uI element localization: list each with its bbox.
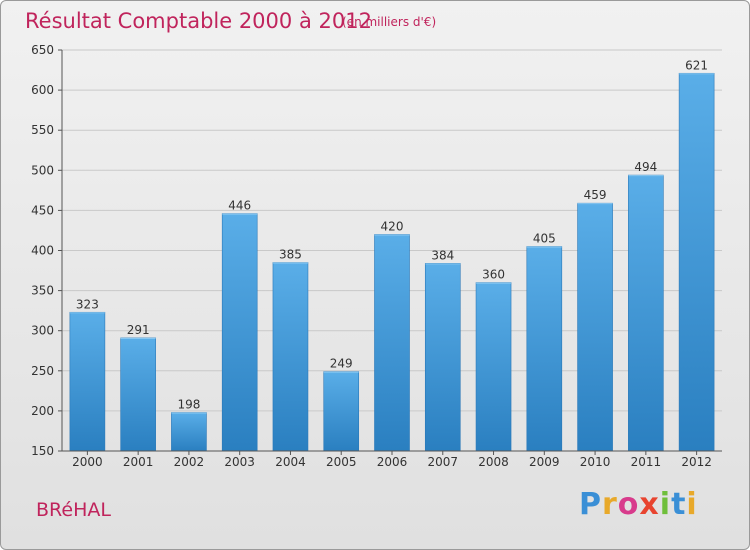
bar-2006 [374,234,410,452]
bar-value-label: 405 [533,231,556,245]
bar-value-label: 446 [228,199,251,213]
x-tick-label: 2003 [224,455,255,469]
y-tick-label: 150 [31,444,54,458]
y-tick-label: 600 [31,83,54,97]
bar-2012 [678,72,715,452]
y-tick-label: 450 [31,203,54,217]
bar-value-label: 384 [431,248,454,262]
x-tick-label: 2002 [174,455,205,469]
x-tick-label: 2001 [123,455,154,469]
x-tick-label: 2006 [377,455,408,469]
proxiti-logo: Proxiti [579,487,698,522]
bar-value-label: 249 [330,357,353,371]
bar-2000 [69,311,106,452]
y-tick-label: 300 [31,324,54,338]
chart-subtitle: (en milliers d'€) [342,15,436,29]
bar-value-label: 459 [584,188,607,202]
bar-2010 [577,202,613,452]
x-tick-label: 2008 [478,455,509,469]
x-tick-label: 2000 [72,455,103,469]
y-tick-label: 350 [31,284,54,298]
chart-title: Résultat Comptable 2000 à 2012 [25,9,372,33]
bar-value-label: 360 [482,268,505,282]
x-tick-label: 2004 [275,455,306,469]
logo-letter: i [686,487,698,522]
x-tick-label: 2011 [631,455,662,469]
bar-value-label: 494 [634,160,657,174]
bars: 323 291 198 446 385 249 420 384 360 405 459 494 621 [69,58,715,452]
bar-2007 [424,263,461,452]
y-tick-label: 650 [31,43,54,57]
y-tick-label: 200 [31,404,54,418]
bar-2011 [628,174,664,452]
bar-2009 [526,246,563,452]
logo-letter: P [579,487,602,522]
logo-letter: x [639,487,660,522]
bar-2008 [475,282,512,452]
x-tick-label: 2012 [681,455,712,469]
bar-value-label: 291 [127,323,150,337]
bar-2001 [120,337,156,452]
bar-2002 [171,412,207,452]
bar-value-label: 621 [685,58,708,72]
y-tick-label: 550 [31,123,54,137]
y-tick-label: 250 [31,364,54,378]
x-tick-label: 2007 [427,455,458,469]
axes: 150 200 250 300 350 400 450 500 550 600 650 2000 200… [31,43,722,469]
bar-value-label: 323 [76,297,99,311]
bar-2004 [272,262,309,452]
logo-letter: r [602,487,618,522]
commune-name: BRéHAL [36,499,111,521]
logo-letter: o [617,487,640,522]
bar-value-label: 385 [279,248,302,262]
x-tick-label: 2009 [529,455,560,469]
y-tick-label: 400 [31,244,54,258]
bar-value-label: 198 [177,398,200,412]
x-tick-label: 2005 [326,455,357,469]
logo-letter: i [659,487,672,522]
bar-value-label: 420 [381,219,404,233]
x-tick-label: 2010 [580,455,611,469]
logo-letter: t [671,487,687,522]
bar-2005 [323,371,360,452]
bar-2003 [221,213,258,452]
y-tick-label: 500 [31,163,54,177]
